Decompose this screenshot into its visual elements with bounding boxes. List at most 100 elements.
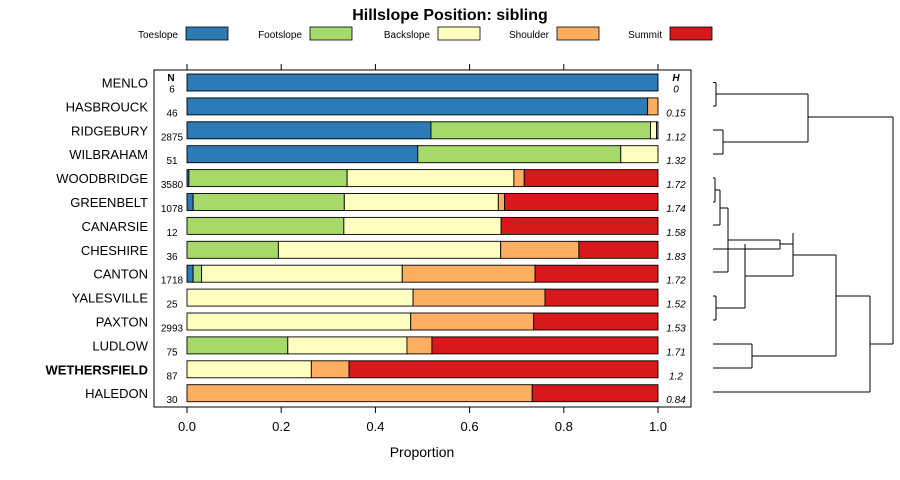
x-tick-label-0: 0.0 xyxy=(178,419,196,434)
h-value-ludlow: 1.71 xyxy=(666,347,685,358)
bar-row-paxton xyxy=(186,312,659,331)
x-axis-label: Proportion xyxy=(390,444,455,460)
row-label-ridgebury: RIDGEBURY xyxy=(71,123,148,138)
row-label-hasbrouck: HASBROUCK xyxy=(66,99,149,114)
bar-segment-ridgebury-backslope xyxy=(650,121,658,140)
bar-segment-canton-summit xyxy=(534,264,659,283)
row-label-menlo: MENLO xyxy=(102,76,148,91)
n-value-haledon: 30 xyxy=(166,395,178,406)
bar-row-ludlow xyxy=(186,336,659,355)
bar-segment-ludlow-summit xyxy=(431,336,659,355)
bar-row-wethersfield xyxy=(186,360,659,379)
row-label-woodbridge: WOODBRIDGE xyxy=(56,171,148,186)
bar-segment-wilbraham-backslope xyxy=(620,145,659,164)
bar-segment-menlo-toeslope xyxy=(186,73,659,92)
bar-segment-ridgebury-shoulder xyxy=(656,121,659,140)
dendro-cheshire xyxy=(713,239,793,250)
n-value-woodbridge: 3580 xyxy=(161,180,184,191)
h-value-menlo: 0 xyxy=(673,85,679,96)
x-tick-label-5: 1.0 xyxy=(649,419,667,434)
bar-segment-canarsie-backslope xyxy=(343,216,502,235)
row-label-greenbelt: GREENBELT xyxy=(70,195,148,210)
bar-segment-haledon-shoulder xyxy=(186,384,533,403)
bar-segment-canarsie-footslope xyxy=(186,216,345,235)
h-value-hasbrouck: 0.15 xyxy=(666,108,686,119)
bar-segment-cheshire-shoulder xyxy=(500,240,580,259)
row-label-paxton: PAXTON xyxy=(96,315,148,330)
n-header: N xyxy=(167,73,174,84)
row-label-haledon: HALEDON xyxy=(85,386,148,401)
bar-segment-hasbrouck-shoulder xyxy=(647,97,659,116)
dendro-ludlow-wethersfield xyxy=(713,343,836,369)
bar-segment-paxton-backslope xyxy=(186,312,412,331)
n-value-paxton: 2993 xyxy=(161,324,184,335)
bar-segment-greenbelt-backslope xyxy=(343,193,499,211)
row-label-cheshire: CHESHIRE xyxy=(81,243,149,258)
dendro-woodbridge-greenbelt xyxy=(713,177,716,203)
n-value-ludlow: 75 xyxy=(166,347,178,358)
bar-row-hasbrouck xyxy=(186,97,659,116)
n-value-wethersfield: 87 xyxy=(166,371,178,382)
legend-swatch-footslope xyxy=(309,26,353,41)
bar-segment-hasbrouck-toeslope xyxy=(186,97,649,116)
bar-segment-cheshire-backslope xyxy=(277,240,502,259)
h-value-wethersfield: 1.2 xyxy=(669,371,683,382)
n-value-yalesville: 25 xyxy=(166,300,178,311)
n-value-menlo: 6 xyxy=(169,85,175,96)
bar-segment-ridgebury-footslope xyxy=(430,121,651,140)
h-value-canton: 1.72 xyxy=(666,276,686,287)
legend-label-shoulder: Shoulder xyxy=(509,30,550,41)
legend-swatch-backslope xyxy=(437,26,481,41)
bar-segment-yalesville-shoulder xyxy=(412,288,546,307)
bar-segment-wilbraham-toeslope xyxy=(186,145,419,164)
bar-segment-wethersfield-summit xyxy=(348,360,659,379)
bar-row-haledon xyxy=(186,384,659,403)
bar-row-canton xyxy=(186,264,659,283)
bar-segment-cheshire-footslope xyxy=(186,240,279,259)
bar-segment-cheshire-summit xyxy=(578,240,659,259)
h-value-yalesville: 1.52 xyxy=(666,300,686,311)
n-value-greenbelt: 1078 xyxy=(161,204,184,215)
bar-segment-canarsie-summit xyxy=(500,216,659,235)
dendro-yalesville-paxton xyxy=(713,295,720,321)
h-value-haledon: 0.84 xyxy=(666,395,686,406)
row-label-wilbraham: WILBRAHAM xyxy=(69,147,148,162)
x-tick-label-1: 0.2 xyxy=(272,419,290,434)
h-value-wilbraham: 1.32 xyxy=(666,156,686,167)
bar-segment-yalesville-backslope xyxy=(186,288,414,307)
bar-segment-greenbelt-shoulder xyxy=(497,193,505,211)
legend-label-summit: Summit xyxy=(628,30,662,41)
bar-segment-wilbraham-footslope xyxy=(417,145,622,164)
bar-segment-woodbridge-backslope xyxy=(346,169,515,188)
h-value-cheshire: 1.83 xyxy=(666,252,686,263)
bar-segment-greenbelt-footslope xyxy=(192,193,345,211)
bar-segment-canton-footslope xyxy=(192,264,203,283)
legend-swatch-toeslope xyxy=(185,26,229,41)
bar-row-wilbraham xyxy=(186,145,659,164)
bar-segment-greenbelt-toeslope xyxy=(186,193,194,211)
h-value-paxton: 1.53 xyxy=(666,324,686,335)
bar-segment-paxton-summit xyxy=(533,312,659,331)
x-tick-label-2: 0.4 xyxy=(366,419,384,434)
legend-label-backslope: Backslope xyxy=(384,30,431,41)
bar-row-canarsie xyxy=(186,216,659,235)
bar-segment-ludlow-footslope xyxy=(186,336,289,355)
bar-segment-canton-backslope xyxy=(201,264,403,283)
h-value-greenbelt: 1.74 xyxy=(666,204,686,215)
dendro-join-top xyxy=(807,94,893,142)
n-value-wilbraham: 51 xyxy=(166,156,178,167)
bar-segment-ridgebury-toeslope xyxy=(186,121,432,140)
bar-segment-canton-shoulder xyxy=(401,264,536,283)
chart-title: Hillslope Position: sibling xyxy=(352,7,548,24)
dendrogram xyxy=(713,82,894,393)
h-value-canarsie: 1.58 xyxy=(666,228,686,239)
n-value-canton: 1718 xyxy=(161,276,184,287)
dendro-lower-join xyxy=(835,255,870,356)
h-header: H xyxy=(672,73,680,84)
row-label-wethersfield: WETHERSFIELD xyxy=(45,362,148,377)
bar-segment-yalesville-summit xyxy=(544,288,659,307)
bar-segment-greenbelt-summit xyxy=(504,193,659,211)
bar-row-woodbridge xyxy=(186,169,659,188)
bar-group xyxy=(186,73,659,403)
